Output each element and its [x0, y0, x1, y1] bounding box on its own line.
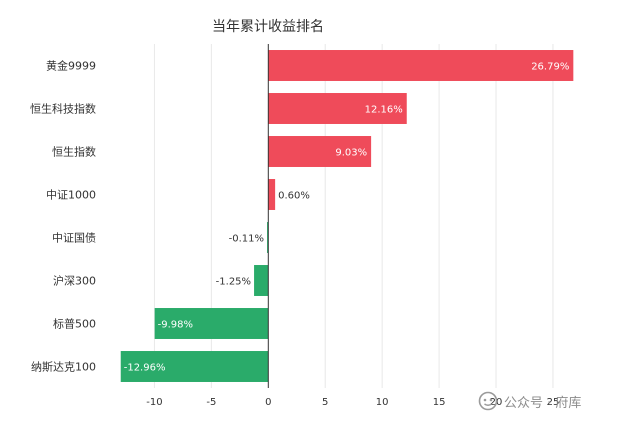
bars: 26.79% 12.16% 9.03% 0.60% -0.11% -1.25% -9.98%… — [120, 44, 574, 388]
watermark: 公众号 · 府库 — [478, 390, 581, 412]
x-tick-label: -10 — [146, 397, 162, 408]
data-label: 0.60% — [278, 191, 310, 202]
category-label: 恒生指数 — [52, 145, 96, 159]
x-tick-label: 10 — [376, 397, 389, 408]
x-tick-label: 25 — [547, 397, 560, 408]
category-label: 沪深300 — [53, 274, 96, 288]
data-label: -9.98% — [158, 320, 193, 331]
bar — [254, 265, 269, 296]
data-label: -12.96% — [124, 363, 166, 374]
data-label: -0.11% — [229, 234, 264, 245]
x-tick-label: 5 — [322, 397, 328, 408]
bar — [268, 93, 407, 124]
category-label: 纳斯达克100 — [31, 361, 96, 374]
category-label: 黄金9999 — [46, 59, 96, 73]
x-tick-label: -5 — [206, 397, 216, 408]
bar — [267, 222, 269, 253]
bar — [120, 351, 269, 382]
watermark-text: 公众号 · 府库 — [504, 395, 582, 411]
x-tick-label: 0 — [265, 397, 271, 408]
chart-title: 当年累计收益排名 — [212, 19, 324, 35]
category-label: 中证1000 — [46, 189, 96, 202]
category-label: 恒生科技指数 — [30, 102, 96, 116]
data-label: 26.79% — [531, 62, 569, 73]
category-label: 标普500 — [53, 317, 96, 331]
bar — [154, 308, 269, 339]
data-label: -1.25% — [216, 277, 251, 288]
bar — [268, 179, 276, 210]
data-label: 9.03% — [335, 148, 367, 159]
bar — [268, 136, 372, 167]
category-label: 中证国债 — [52, 231, 96, 245]
bar — [268, 50, 574, 81]
data-label: 12.16% — [365, 105, 403, 116]
wechat-search-icon — [478, 391, 498, 411]
x-tick-label: 15 — [433, 397, 446, 408]
